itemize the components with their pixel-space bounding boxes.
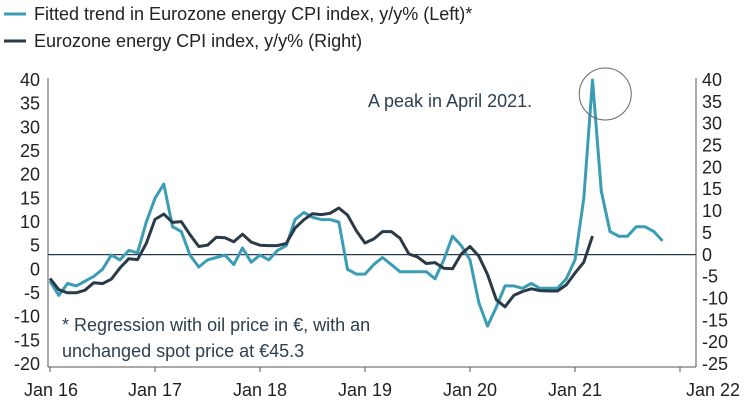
left-tick-label: 40: [20, 70, 40, 90]
left-tick-label: -20: [14, 354, 40, 374]
right-tick-label: -20: [702, 332, 728, 352]
left-tick-label: -5: [24, 283, 40, 303]
legend-label-fitted: Fitted trend in Eurozone energy CPI inde…: [34, 4, 472, 24]
legend-label-cpi: Eurozone energy CPI index, y/y% (Right): [34, 31, 362, 51]
right-tick-label: 5: [702, 223, 712, 243]
left-tick-label: -10: [14, 307, 40, 327]
footnote-line-2: unchanged spot price at €45.3: [62, 341, 304, 361]
peak-annotation-text: A peak in April 2021.: [368, 91, 532, 111]
left-tick-label: 0: [30, 259, 40, 279]
legend-item-cpi: Eurozone energy CPI index, y/y% (Right): [4, 31, 362, 51]
left-axis-ticks: 40 35 30 25 20 15 10 5 0 -5 -10 -15 -20: [14, 70, 40, 374]
left-tick-label: 25: [20, 141, 40, 161]
right-tick-label: -25: [702, 354, 728, 374]
right-tick-label: 25: [702, 136, 722, 156]
x-tick-label: Jan 16: [24, 380, 78, 400]
right-tick-label: 20: [702, 157, 722, 177]
x-tick-label: Jan 18: [233, 380, 287, 400]
right-tick-label: -15: [702, 310, 728, 330]
left-tick-label: 35: [20, 94, 40, 114]
left-tick-label: -15: [14, 330, 40, 350]
x-tick-label: Jan 19: [338, 380, 392, 400]
x-tick-label: Jan 22: [686, 380, 740, 400]
left-tick-label: 20: [20, 165, 40, 185]
legend-item-fitted: Fitted trend in Eurozone energy CPI inde…: [4, 4, 472, 24]
legend: Fitted trend in Eurozone energy CPI inde…: [4, 4, 472, 51]
peak-annotation-circle: [578, 67, 632, 121]
right-tick-label: -10: [702, 288, 728, 308]
left-tick-label: 5: [30, 236, 40, 256]
right-tick-label: -5: [702, 267, 718, 287]
left-tick-label: 15: [20, 188, 40, 208]
x-axis-ticks: Jan 16 Jan 17 Jan 18 Jan 19 Jan 20 Jan 21 Jan …: [24, 367, 740, 400]
x-tick-label: Jan 17: [128, 380, 182, 400]
footnote-line-1: * Regression with oil price in €, with a…: [62, 315, 370, 335]
x-tick-label: Jan 21: [548, 380, 602, 400]
series-line-energy-cpi: [48, 206, 594, 309]
left-tick-label: 10: [20, 212, 40, 232]
right-tick-label: 40: [702, 70, 722, 90]
right-tick-label: 35: [702, 92, 722, 112]
series-line-fitted-trend: [48, 78, 664, 328]
right-tick-label: 30: [702, 114, 722, 134]
x-tick-label: Jan 20: [443, 380, 497, 400]
right-tick-label: 10: [702, 201, 722, 221]
right-tick-label: 0: [702, 245, 712, 265]
right-tick-label: 15: [702, 179, 722, 199]
left-tick-label: 30: [20, 117, 40, 137]
